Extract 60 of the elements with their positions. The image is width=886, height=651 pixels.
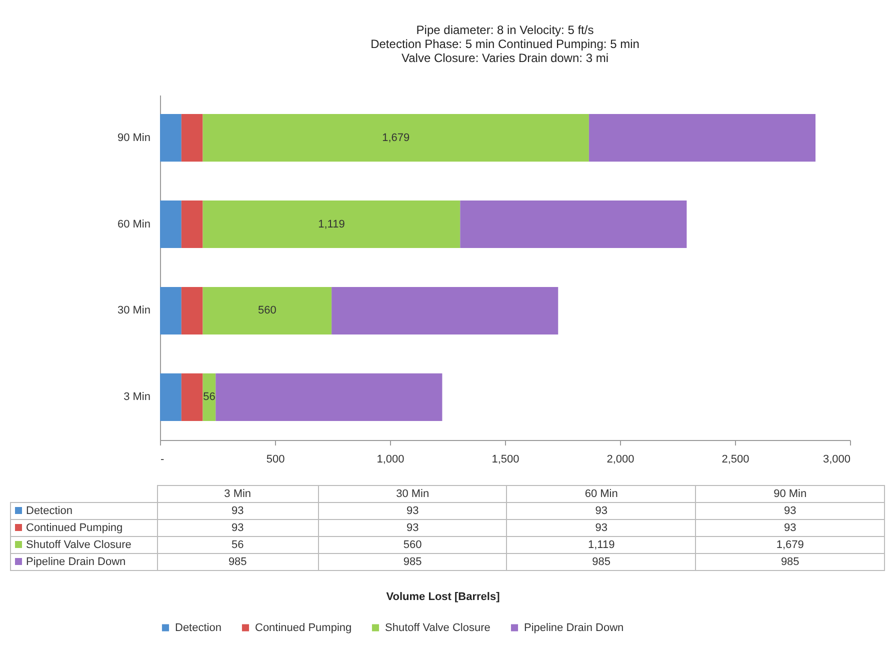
bar (181, 114, 203, 162)
x-tick-label: 1,000 (376, 454, 404, 466)
data-label: 1,119 (506, 536, 696, 554)
bar (160, 373, 182, 421)
data-label: 93 (696, 520, 884, 536)
x-tick-label: - (160, 454, 164, 466)
bar (181, 373, 203, 421)
data-label: 560 (258, 304, 276, 317)
legend-label: Shutoff Valve Closure (10, 536, 157, 554)
data-label: 56 (157, 536, 318, 554)
x-tick-label: 2,500 (722, 454, 750, 466)
data-label: 1,679 (382, 132, 410, 144)
bar (332, 286, 558, 335)
data-label: 1,679 (696, 536, 884, 554)
category-label: 90 Min (696, 486, 884, 502)
y-tick-label: 90 Min (117, 132, 150, 144)
text: Volume Lost [Barrels] (385, 591, 501, 603)
data-label: 93 (318, 502, 507, 520)
bar (181, 200, 203, 248)
data-label: 985 (318, 554, 507, 570)
category-label: 60 Min (506, 486, 696, 502)
bar (160, 114, 182, 162)
data-label: 56 (203, 391, 216, 404)
bar (160, 286, 182, 335)
y-tick-label: 30 Min (117, 304, 150, 317)
bar (160, 200, 182, 248)
legend-label: Detection (10, 502, 157, 520)
legend-label: Pipeline Drain Down (524, 622, 624, 634)
category-label: 3 Min (157, 486, 318, 502)
data-label: 93 (506, 502, 696, 520)
bar (588, 114, 816, 162)
data-label: 93 (696, 502, 884, 520)
x-tick-label: 1,500 (492, 454, 520, 466)
bar (181, 286, 203, 335)
legend-label: Pipeline Drain Down (10, 554, 157, 570)
chart-title: Pipe diameter: 8 in Velocity: 5 ft/s Detection Phase: 5 min Continued Pumping: 5 min Valve Closure: Varies Drain down: 3 mi (370, 23, 640, 65)
legend-label: Continued Pumping (255, 622, 352, 634)
bar (216, 373, 442, 421)
legend-label: Detection (175, 622, 222, 634)
y-tick-label: 60 Min (117, 218, 150, 230)
data-label: 93 (506, 520, 696, 536)
data-label: 93 (318, 520, 507, 536)
category-label: 30 Min (318, 486, 507, 502)
legend-label: Shutoff Valve Closure (385, 622, 490, 634)
bar (460, 200, 687, 248)
legend-label: Continued Pumping (10, 520, 157, 536)
bar (202, 114, 589, 162)
y-tick-label: 3 Min (124, 391, 150, 404)
x-tick-label: 500 (266, 454, 285, 466)
data-label: 1,119 (318, 218, 345, 230)
bar (202, 286, 332, 335)
data-label: 93 (157, 502, 318, 520)
data-label: 985 (506, 554, 696, 570)
x-tick-label: 2,000 (606, 454, 634, 466)
x-tick-label: 3,000 (822, 454, 850, 466)
data-label: 985 (696, 554, 884, 570)
bar (202, 200, 460, 248)
data-label: 560 (318, 536, 507, 554)
data-label: 93 (157, 520, 318, 536)
data-label: 985 (157, 554, 318, 570)
